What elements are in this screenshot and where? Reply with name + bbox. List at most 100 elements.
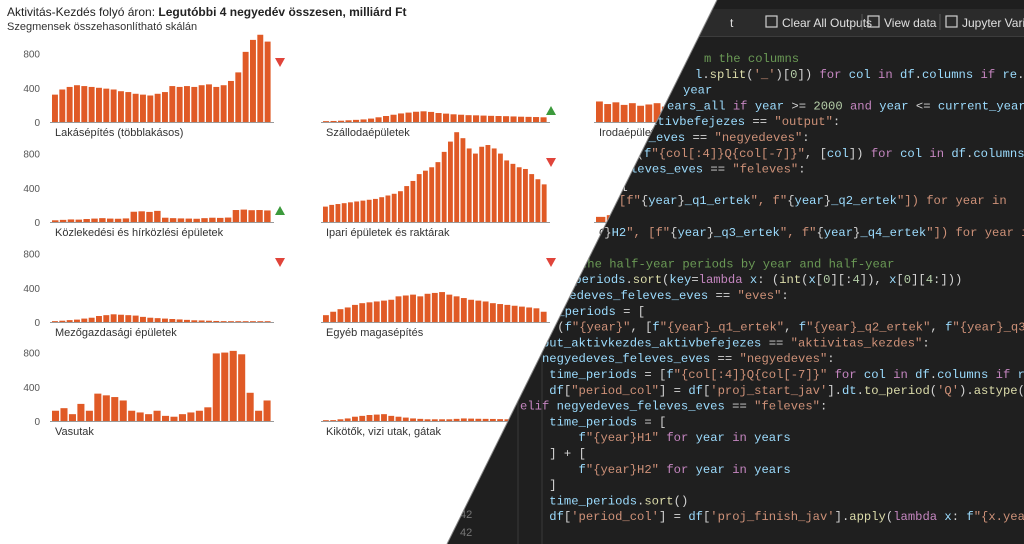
bar: [88, 317, 95, 322]
bar: [264, 41, 271, 122]
bar: [420, 111, 427, 122]
overlay-number: 42: [460, 527, 472, 539]
code-line[interactable]: df['period_col'] = df['proj_finish_jav']…: [520, 510, 1024, 524]
bar: [402, 417, 409, 421]
bar: [473, 153, 478, 222]
bar: [429, 167, 435, 222]
code-line[interactable]: df["period_col"] = df['proj_start_jav'].…: [520, 384, 1024, 398]
bar: [480, 115, 487, 122]
code-line[interactable]: m the columns: [704, 52, 799, 66]
bar: [169, 218, 177, 222]
bar: [75, 219, 83, 222]
trend-down-icon: [546, 158, 556, 167]
bar: [410, 418, 416, 421]
y-tick-label: 0: [34, 218, 40, 229]
code-line[interactable]: ktivbefejezes == "output":: [650, 115, 840, 129]
code-line[interactable]: elif negyedeves_feleves_eves == "feleves…: [520, 400, 827, 414]
code-line[interactable]: f"{year}H2" for year in years: [520, 463, 791, 477]
bar: [473, 115, 480, 122]
bar: [424, 419, 431, 421]
bar: [119, 400, 127, 421]
bar: [204, 407, 212, 421]
bar: [391, 193, 397, 222]
code-line[interactable]: if negyedeves_feleves_eves == "negyedeve…: [520, 352, 835, 366]
toolbar-divider: [447, 36, 1024, 37]
bar: [130, 211, 138, 222]
code-line[interactable]: negyedeves_feleves_eves == "eves":: [540, 289, 789, 303]
bar: [443, 113, 450, 122]
bar: [169, 319, 176, 322]
bar: [510, 163, 516, 222]
bar: [138, 211, 145, 222]
panel-label: Szállodaépületek: [326, 127, 410, 139]
bar: [206, 320, 212, 322]
trend-up-icon: [275, 206, 285, 215]
bar: [359, 303, 366, 322]
bar: [368, 118, 375, 122]
bar: [366, 302, 373, 322]
toolbar-item[interactable]: t: [730, 16, 734, 30]
bar: [118, 91, 124, 122]
bar: [373, 414, 380, 421]
toolbar-item[interactable]: Clear All Outputs: [765, 15, 872, 30]
code-line[interactable]: [(f"{col[:4]}Q{col[-7]}", [col]) for col…: [622, 147, 1024, 161]
code-line[interactable]: ime_periods.sort(key=lambda x: (int(x[0]…: [545, 273, 962, 287]
bar: [353, 119, 360, 122]
bar: [110, 89, 117, 122]
bar: [628, 103, 636, 122]
code-line[interactable]: time_periods = [: [520, 415, 666, 429]
y-tick-label: 0: [34, 318, 40, 329]
bar: [68, 414, 76, 421]
bar: [169, 86, 176, 122]
bar: [366, 199, 372, 222]
code-line[interactable]: year: [683, 84, 712, 98]
y-tick-label: 0: [34, 118, 40, 129]
bar: [645, 104, 653, 122]
bar: [454, 132, 460, 222]
bar: [85, 410, 93, 421]
bar: [177, 218, 185, 222]
bar: [516, 167, 522, 222]
bar: [381, 414, 387, 421]
bar: [162, 415, 170, 421]
table-icon: [867, 15, 880, 28]
bar: [390, 114, 397, 122]
bar: [498, 153, 503, 222]
code-line[interactable]: time_periods = [f"{col[:4]}Q{col[-7]}" f…: [520, 368, 1024, 382]
code-line[interactable]: rt the half-year periods by year and hal…: [558, 257, 894, 271]
y-tick-label: 0: [34, 417, 40, 428]
bar: [329, 204, 335, 222]
bar: [503, 116, 510, 122]
code-line[interactable]: f"{year}H1" for year in years: [520, 431, 791, 445]
code-line[interactable]: _feleves_eves == "feleves":: [607, 163, 806, 177]
code-line[interactable]: ]: [520, 479, 557, 493]
bar: [103, 315, 110, 322]
code-line[interactable]: es_eves == "negyedeves":: [634, 131, 810, 145]
toolbar-item[interactable]: Jupyter Varia: [939, 14, 1024, 30]
code-line[interactable]: ears_all if year >= 2000 and year <= cur…: [667, 99, 1024, 113]
code-line[interactable]: (f"{year}", [f"{year}_q1_ertek", f"{year…: [528, 321, 1024, 335]
bar: [118, 314, 124, 322]
bar: [360, 200, 366, 222]
code-line[interactable]: }H1", [f"{year}_q1_ertek", f"{year}_q2_e…: [575, 194, 1007, 208]
bar: [453, 418, 460, 421]
bar: [410, 294, 416, 322]
trend-down-icon: [275, 258, 285, 267]
bar: [460, 138, 466, 222]
code-line[interactable]: ] + [: [520, 447, 586, 461]
bar: [229, 350, 237, 421]
bar: [114, 218, 122, 222]
bar: [140, 316, 146, 322]
bar: [428, 111, 435, 122]
code-line[interactable]: l.split('_')[0]) for col in df.columns i…: [695, 68, 1024, 82]
bar: [212, 353, 220, 421]
code-line[interactable]: time_periods.sort(): [520, 494, 688, 508]
bar: [162, 92, 168, 122]
bar: [450, 114, 457, 122]
toolbar-item[interactable]: View data: [861, 14, 937, 30]
code-line[interactable]: output_aktivkezdes_aktivbefejezes == "ak…: [520, 336, 930, 350]
code-line[interactable]: year}H2", [f"{year}_q3_ertek", f"{year}_…: [575, 226, 1024, 240]
bar: [67, 219, 75, 222]
segment-panel: 0 400 800 Vasutak: [23, 349, 274, 438]
code-line[interactable]: s = [: [592, 178, 629, 192]
